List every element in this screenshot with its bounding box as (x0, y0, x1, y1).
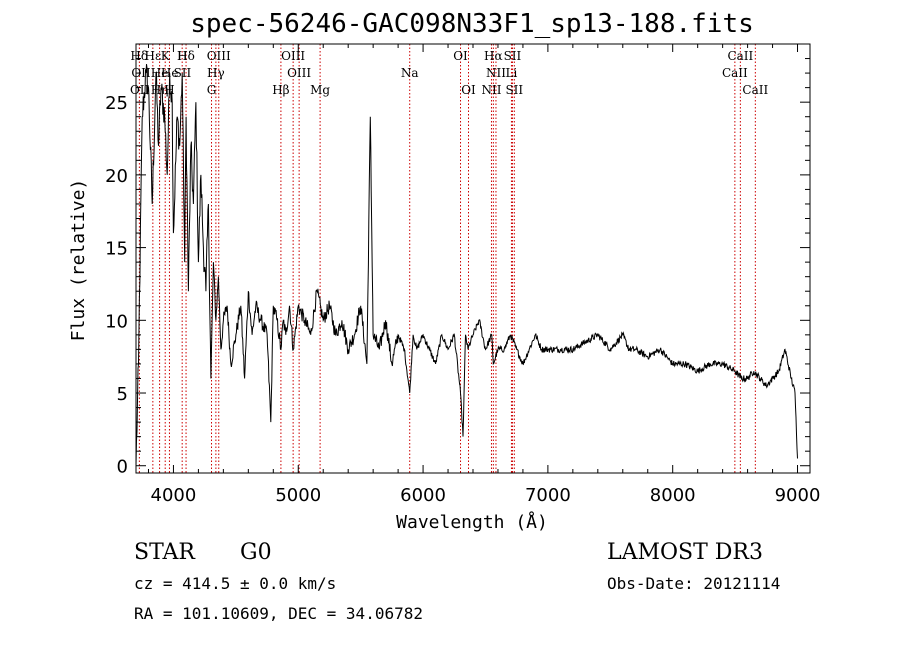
line-label-20: OI (453, 49, 468, 63)
x-axis-ticks: 4000 5000 6000 7000 8000 9000 (147, 44, 821, 506)
line-label-6: K (161, 49, 171, 63)
line-label-15: OIII (281, 49, 305, 63)
line-label-10: SII (174, 66, 192, 80)
coordinates-text: RA = 101.10609, DEC = 34.06782 (134, 604, 423, 623)
line-label-2: OII (131, 66, 151, 80)
y-tick-label-4: 20 (105, 166, 128, 187)
line-label-19: Na (401, 66, 419, 80)
x-tick-label-4: 8000 (650, 485, 696, 506)
line-label-13: Hγ (207, 66, 225, 80)
line-label-22: Hα (484, 49, 503, 63)
chart-title: spec-56246-GAC098N33F1_sp13-188.fits (190, 9, 754, 39)
line-label-5: He (151, 66, 169, 80)
line-label-7: He (161, 66, 179, 80)
x-axis-label: Wavelength (Å) (396, 511, 548, 533)
spectrum-line (135, 64, 798, 466)
line-label-24: NII (486, 66, 506, 80)
subclass-label: G0 (240, 540, 272, 565)
line-label-23: SII (504, 49, 522, 63)
line-label-30: CaII (742, 83, 768, 97)
obs-date-text: Obs-Date: 20121114 (607, 574, 781, 593)
line-label-0: Hδ (130, 49, 148, 63)
line-label-21: OI (461, 83, 476, 97)
line-label-26: NII (481, 83, 501, 97)
line-label-27: SII (505, 83, 523, 97)
line-label-1: OII (130, 83, 150, 97)
line-label-25: Li (506, 66, 518, 80)
line-label-12: OIII (207, 49, 231, 63)
line-label-17: Hβ (272, 83, 289, 97)
y-tick-label-5: 25 (105, 93, 128, 114)
y-tick-label-0: 0 (117, 457, 128, 478)
plot-frame (135, 43, 811, 474)
x-tick-label-1: 5000 (275, 485, 321, 506)
line-label-28: CaII (727, 49, 753, 63)
spectrum-chart: spec-56246-GAC098N33F1_sp13-188.fits Hδ O… (68, 9, 821, 533)
y-axis-label: Flux (relative) (68, 179, 89, 342)
line-label-9: H (177, 49, 187, 63)
x-tick-label-2: 6000 (400, 485, 446, 506)
line-markers (138, 44, 756, 473)
y-tick-label-3: 15 (105, 239, 128, 260)
line-label-14: G (207, 83, 217, 97)
class-label: STAR (134, 540, 195, 565)
x-tick-label-0: 4000 (151, 485, 197, 506)
x-tick-label-5: 9000 (775, 485, 821, 506)
y-tick-label-2: 10 (105, 311, 128, 332)
line-label-29: CaII (722, 66, 748, 80)
y-axis-ticks: 0 5 10 15 20 25 (105, 58, 810, 478)
survey-label: LAMOST DR3 (607, 540, 763, 565)
line-label-11: Hδ (177, 49, 195, 63)
line-label-18: Mg (310, 83, 330, 97)
x-tick-label-3: 7000 (525, 485, 571, 506)
line-label-3: Hε (145, 49, 162, 63)
redshift-text: cz = 414.5 ± 0.0 km/s (134, 574, 337, 593)
line-label-16: OIII (287, 66, 311, 80)
y-tick-label-1: 5 (117, 384, 128, 405)
